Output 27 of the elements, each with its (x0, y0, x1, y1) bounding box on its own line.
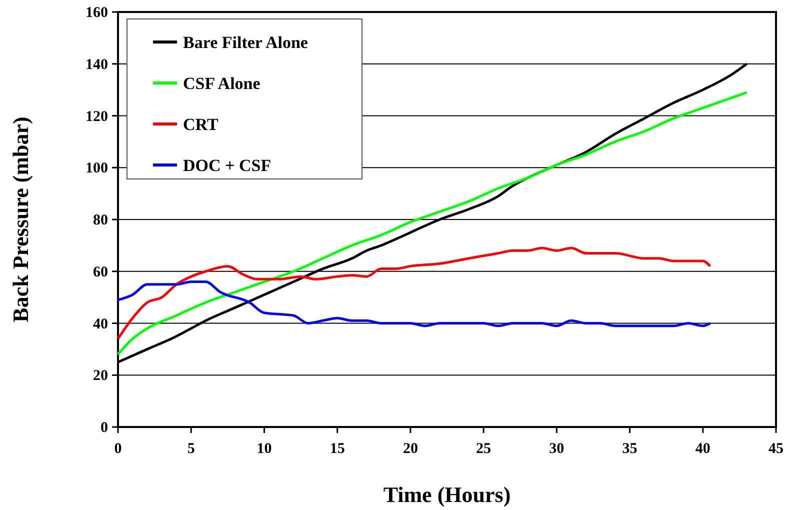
legend-label: DOC + CSF (183, 156, 272, 175)
x-tick-label: 5 (187, 441, 195, 457)
legend-label: CSF Alone (183, 74, 261, 93)
x-tick-label: 0 (114, 441, 122, 457)
y-tick-label: 20 (93, 368, 108, 384)
x-tick-label: 25 (476, 441, 492, 457)
x-tick-label: 35 (622, 441, 638, 457)
x-tick-label: 15 (330, 441, 345, 457)
y-tick-label: 100 (86, 160, 108, 177)
y-tick-label: 40 (93, 316, 108, 332)
legend-label: CRT (183, 115, 219, 134)
y-tick-label: 0 (100, 420, 108, 436)
y-tick-label: 140 (86, 56, 108, 73)
y-tick-label: 160 (86, 5, 108, 21)
y-tick-label: 60 (93, 264, 108, 280)
x-tick-label: 10 (256, 441, 272, 457)
x-axis-title: Time (Hours) (383, 482, 511, 507)
x-tick-label: 45 (768, 441, 784, 457)
y-tick-label: 120 (86, 108, 108, 125)
x-tick-label: 30 (549, 441, 564, 457)
x-tick-label: 40 (695, 441, 710, 457)
y-tick-label: 80 (93, 212, 108, 228)
x-tick-label: 20 (402, 441, 418, 457)
line-series (116, 280, 712, 328)
line-series (116, 246, 712, 340)
legend-label: Bare Filter Alone (183, 33, 308, 52)
y-axis-title: Back Pressure (mbar) (8, 116, 33, 322)
